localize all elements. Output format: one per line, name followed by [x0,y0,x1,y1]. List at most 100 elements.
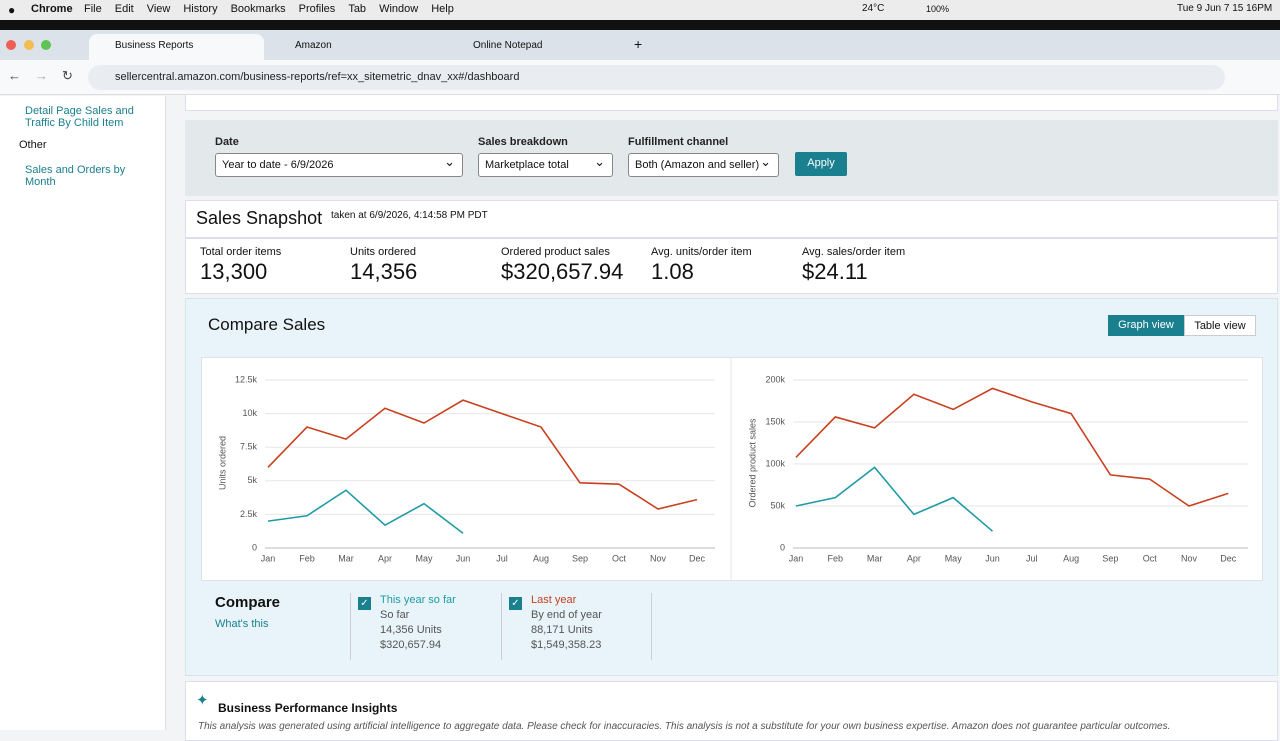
x-tick-label: Dec [1220,553,1237,563]
forward[interactable]: → [35,68,48,83]
y-tick-label: 12.5k [235,374,258,384]
chart-panel [201,357,1263,581]
x-tick-label: Nov [650,553,667,563]
menu-item[interactable]: Edit [114,3,134,15]
menu-item[interactable]: File [84,3,102,15]
series-line [267,399,698,510]
compare-title: Compare [215,594,281,611]
omnibox[interactable] [88,65,1225,90]
x-tick-label: Dec [689,553,706,563]
snapshot-title: Sales Snapshot [196,208,323,228]
checkbox[interactable]: ✓ [358,597,371,610]
y-tick-label: 0 [780,542,785,552]
snapshot-header [185,200,1278,238]
series-detail: 14,356 Units [380,624,442,636]
metric-label: Avg. sales/order item [802,246,906,258]
x-tick-label: Oct [612,553,627,563]
menu-item[interactable]: Tab [348,3,367,15]
active-tab[interactable] [89,34,264,60]
charts: Units ordered 0 2.5k 5k 7.5k 10k 12.5k Jan Feb Ma… [217,357,1248,580]
x-tick-label: Apr [907,553,921,563]
menu-item[interactable]: Help [431,3,454,15]
insights-disclaimer: This analysis was generated using artifi… [198,721,1171,732]
menu-bar: ● Chrome File Edit View History Bookmarks Pro… [0,0,1280,20]
x-tick-label: Feb [299,553,315,563]
x-tick-label: Jan [261,553,276,563]
x-tick-label: Feb [828,553,844,563]
series-line [267,489,464,534]
x-tick-label: May [945,553,963,563]
sidebar-section: Other [19,139,47,151]
tab-bar: Business Reports Amazon Online Notepad + [0,30,1280,60]
series-detail: 88,171 Units [531,624,593,636]
close-dot[interactable] [6,40,16,50]
graph-view[interactable]: Graph view [1108,315,1184,336]
series-name: Last year [531,594,577,606]
metric-label: Ordered product sales [501,246,610,258]
back[interactable]: ← [8,68,21,83]
menu-item[interactable]: Bookmarks [230,3,286,15]
apply-button[interactable]: Apply [795,152,847,176]
sidebar-link[interactable]: Detail Page Sales and Traffic By Child I… [25,105,134,129]
checkbox[interactable]: ✓ [509,597,522,610]
clock: Tue 9 Jun 7 15 16PM [1177,3,1273,14]
y-axis-label: Units ordered [217,436,227,490]
filter-select[interactable]: Both (Amazon and seller) [628,153,779,177]
series-detail: $320,657.94 [380,639,442,651]
tab-title[interactable]: Online Notepad [473,40,543,51]
divider [350,593,351,660]
y-axis-label: Ordered product sales [747,418,757,508]
y-tick-label: 7.5k [240,442,258,452]
y-tick-label: 200k [765,374,785,384]
new-tab[interactable]: + [634,36,643,52]
metric-label: Total order items [200,246,282,258]
insights-title: Business Performance Insights [218,701,398,715]
filter-label: Sales breakdown [478,136,568,148]
compare-sales-title: Compare Sales [208,315,326,334]
y-tick-label: 5k [247,475,257,485]
series-line [795,387,1229,507]
metric-label: Avg. units/order item [651,246,752,258]
menu-item[interactable]: View [146,3,171,15]
sidebar: Detail Page Sales and Traffic By Child I… [0,96,166,730]
x-tick-label: Jul [496,553,508,563]
x-tick-label: Aug [533,553,549,563]
url[interactable]: sellercentral.amazon.com/business-report… [115,71,520,83]
x-tick-label: May [415,553,433,563]
x-tick-label: Jun [456,553,471,563]
top-panel [185,95,1278,111]
metric-value: 14,356 [350,259,418,284]
filter-select[interactable]: Year to date - 6/9/2026 [215,153,463,177]
battery: 100% [926,4,950,14]
x-tick-label: Jul [1026,553,1038,563]
y-tick-label: 10k [242,408,257,418]
sidebar-link[interactable]: Sales and Orders by Month [25,164,126,188]
x-tick-label: Mar [867,553,883,563]
reload[interactable]: ↻ [62,68,73,83]
sparkle-icon: ✦ [196,692,209,709]
temperature: 24°C [862,3,885,14]
tab-title[interactable]: Amazon [295,40,332,51]
table-view[interactable]: Table view [1184,315,1256,336]
filter-label: Date [215,136,239,148]
menu-item[interactable]: History [183,3,218,15]
snapshot-time: taken at 6/9/2026, 4:14:58 PM PDT [331,210,488,221]
y-tick-label: 100k [765,458,785,468]
help-link[interactable]: What's this [215,618,269,630]
metric-value: $24.11 [802,259,868,284]
y-tick-label: 150k [765,416,785,426]
bezel [0,20,1280,30]
tab-title[interactable]: Business Reports [115,40,194,51]
series-detail: $1,549,358.23 [531,639,602,651]
menu-item[interactable]: Window [379,3,419,15]
min-dot[interactable] [24,40,34,50]
metric-value: 13,300 [200,259,268,284]
menu-item[interactable]: Profiles [298,3,336,15]
y-tick-label: 50k [770,500,785,510]
y-tick-label: 0 [252,542,257,552]
divider [501,593,502,660]
filter-select[interactable]: Marketplace total [478,153,613,177]
max-dot[interactable] [41,40,51,50]
series-detail: So far [380,609,410,621]
